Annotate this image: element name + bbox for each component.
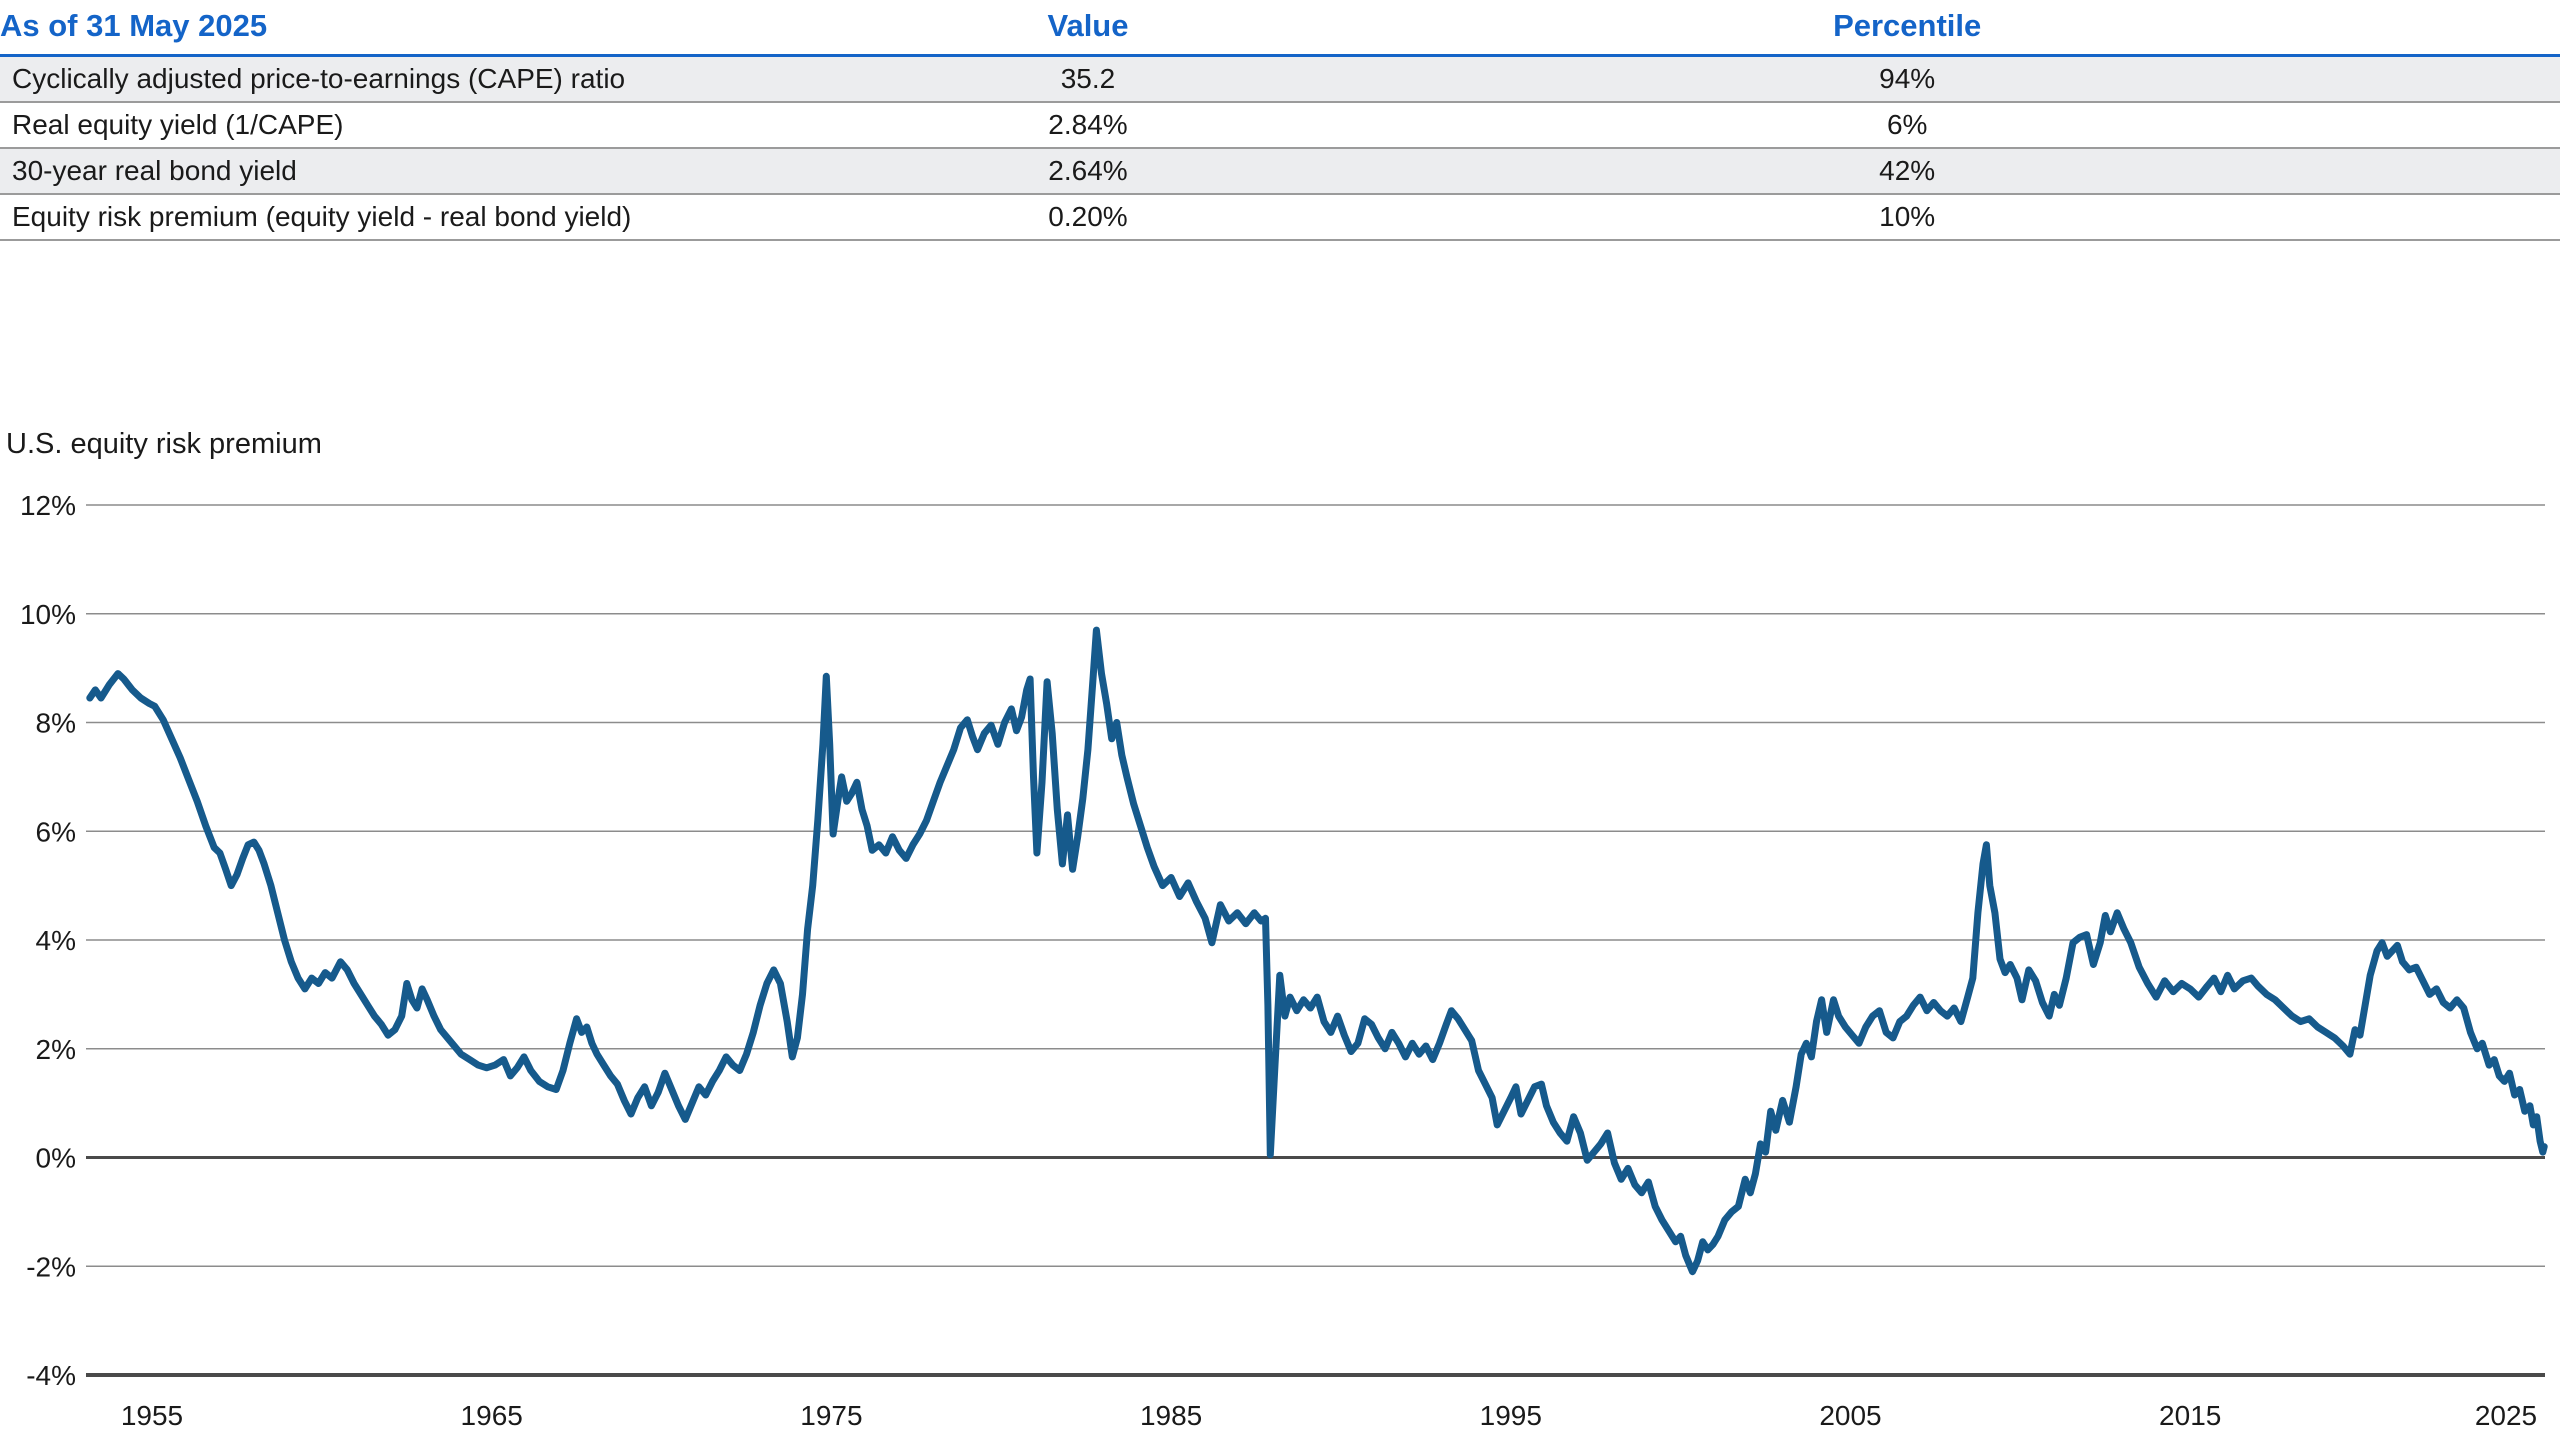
valuation-summary-table: As of 31 May 2025 Value Percentile Cycli…	[0, 6, 2560, 241]
cell-value: 0.20%	[1048, 201, 1128, 232]
cell-percentile: 10%	[1879, 201, 1936, 232]
x-axis-tick-label: 2015	[2159, 1400, 2221, 1431]
table-header: As of 31 May 2025 Value Percentile	[0, 6, 2560, 56]
cell-label: Real equity yield (1/CAPE)	[12, 109, 344, 140]
cell-label: Cyclically adjusted price-to-earnings (C…	[12, 63, 626, 94]
header-as-of-date: As of 31 May 2025	[0, 8, 268, 43]
header-percentile: Percentile	[1833, 8, 1982, 43]
table-row: Cyclically adjusted price-to-earnings (C…	[0, 55, 2560, 103]
cell-spacer	[2330, 194, 2560, 240]
x-axis-tick-label: 1965	[461, 1400, 523, 1431]
y-axis-tick-label: 0%	[36, 1143, 76, 1174]
table-row: 30-year real bond yield 2.64% 42%	[0, 148, 2560, 194]
cell-value: 35.2	[1060, 63, 1116, 94]
table-row: Real equity yield (1/CAPE) 2.84% 6%	[0, 102, 2560, 148]
x-axis-tick-label: 1985	[1140, 1400, 1202, 1431]
erp-series-line	[86, 626, 2548, 1276]
cell-label: 30-year real bond yield	[12, 155, 297, 186]
x-axis-tick-label: 1955	[121, 1400, 183, 1431]
cell-spacer	[2330, 56, 2560, 103]
cell-label: Equity risk premium (equity yield - real…	[12, 201, 632, 232]
header-value: Value	[1047, 8, 1129, 43]
x-axis-tick-label: 2025	[2475, 1400, 2537, 1431]
y-axis-tick-label: -2%	[26, 1251, 76, 1282]
y-axis-tick-label: -4%	[26, 1360, 76, 1391]
table-row: Equity risk premium (equity yield - real…	[0, 194, 2560, 240]
y-axis-tick-label: 6%	[36, 816, 76, 847]
x-axis-tick-label: 1975	[800, 1400, 862, 1431]
y-axis-tick-label: 10%	[20, 599, 76, 630]
y-axis-tick-label: 8%	[36, 708, 76, 739]
cell-percentile: 94%	[1879, 63, 1936, 94]
cell-spacer	[2330, 102, 2560, 148]
erp-line-chart: 12% 10% 8% 6% 4% 2% 0% -2% -4% 1955 1965 1975 1985 19…	[20, 490, 2548, 1431]
header-spacer	[2330, 6, 2560, 56]
x-axis-tick-label: 1995	[1480, 1400, 1542, 1431]
cell-spacer	[2330, 148, 2560, 194]
cell-percentile: 6%	[1886, 109, 1928, 140]
y-axis-tick-label: 12%	[20, 490, 76, 521]
cell-percentile: 42%	[1879, 155, 1936, 186]
x-axis-tick-label: 2005	[1819, 1400, 1881, 1431]
y-axis-tick-label: 4%	[36, 925, 76, 956]
table-body: Cyclically adjusted price-to-earnings (C…	[0, 55, 2560, 240]
cell-value: 2.64%	[1048, 155, 1128, 186]
chart-title: U.S. equity risk premium	[6, 428, 322, 460]
table-header-row: As of 31 May 2025 Value Percentile	[0, 6, 2560, 56]
y-axis-tick-label: 2%	[36, 1034, 76, 1065]
cell-value: 2.84%	[1048, 109, 1128, 140]
